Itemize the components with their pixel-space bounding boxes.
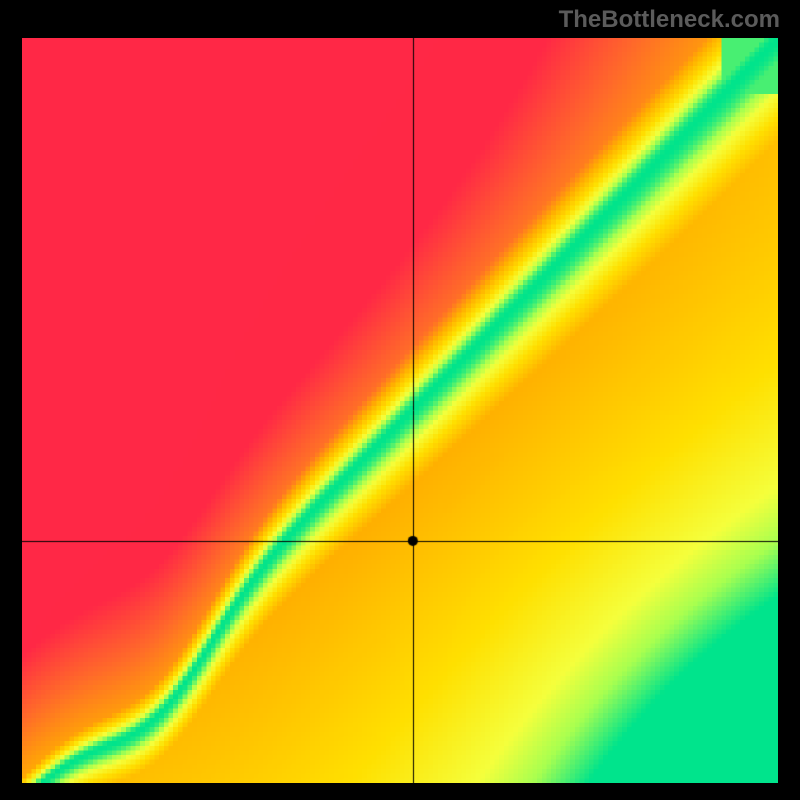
crosshair-overlay (22, 38, 778, 783)
chart-container: TheBottleneck.com (0, 0, 800, 800)
watermark-text: TheBottleneck.com (559, 6, 780, 34)
